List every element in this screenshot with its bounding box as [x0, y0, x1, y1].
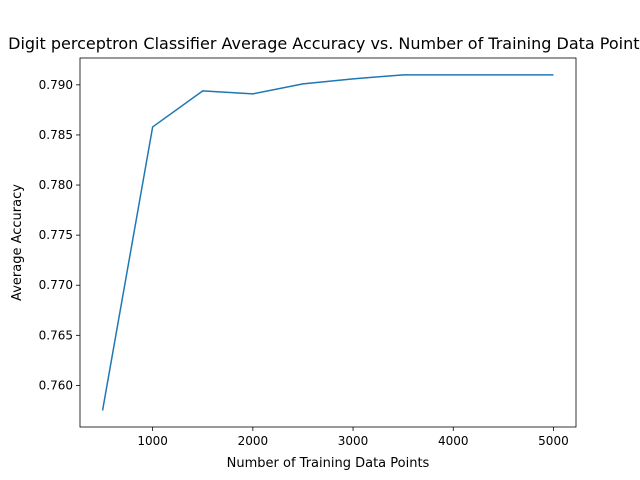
y-tick-label: 0.775 — [39, 228, 73, 242]
x-tick-label: 4000 — [438, 434, 469, 448]
x-tick-label: 1000 — [137, 434, 168, 448]
chart-title: Digit perceptron Classifier Average Accu… — [8, 34, 640, 53]
series-layer — [101, 74, 554, 411]
y-tick-label: 0.780 — [39, 178, 73, 192]
x-axis-ticks: 1000 2000 3000 4000 5000 — [137, 427, 569, 448]
y-tick-label: 0.790 — [39, 78, 73, 92]
plot-area-frame — [79, 57, 577, 428]
y-tick-label: 0.765 — [39, 328, 73, 342]
y-axis-ticks: 0.760 0.765 0.770 0.775 0.780 0.785 0.790 — [39, 78, 80, 392]
x-tick-label: 3000 — [338, 434, 369, 448]
y-axis-label: Average Accuracy — [10, 184, 25, 301]
series-line-0 — [101, 74, 554, 411]
x-axis-label: Number of Training Data Points — [227, 456, 430, 471]
x-tick-label: 2000 — [238, 434, 269, 448]
y-tick-label: 0.770 — [39, 278, 73, 292]
y-tick-label: 0.785 — [39, 128, 73, 142]
x-tick-label: 5000 — [538, 434, 569, 448]
y-tick-label: 0.760 — [39, 378, 73, 392]
